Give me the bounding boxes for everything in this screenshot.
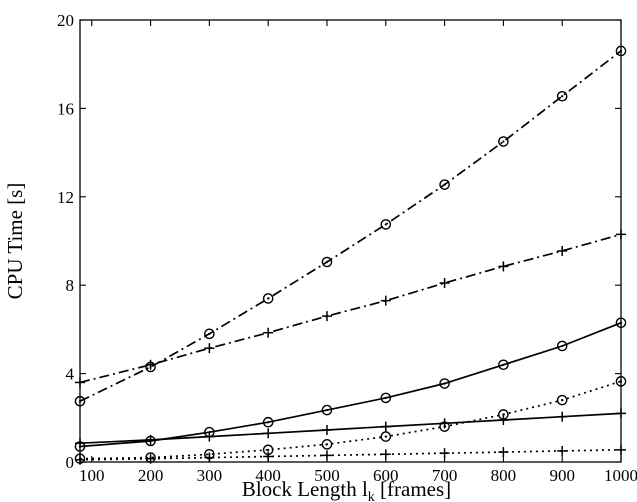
series-line: [79, 322, 622, 448]
data-point-plus: [557, 411, 568, 422]
series-dotted-circle: [74, 376, 627, 464]
data-point-plus: [439, 277, 450, 288]
series-line: [79, 380, 622, 460]
data-point-circle: [262, 416, 274, 428]
series-line: [79, 448, 622, 461]
data-point-plus: [204, 343, 215, 354]
x-axis-label-suffix: [frames]: [375, 477, 451, 501]
data-point-circle: [321, 256, 333, 268]
x-tick-label: 1000: [604, 466, 637, 485]
plot-frame: [79, 19, 622, 463]
x-tick-label: 400: [255, 466, 281, 485]
y-tick-label: 0: [66, 453, 75, 472]
series-layer: [74, 45, 627, 465]
series-solid-plus: [75, 408, 626, 449]
x-tick-label: 700: [432, 466, 458, 485]
series-line: [79, 412, 622, 445]
data-point-circle: [262, 293, 274, 304]
x-axis-label: Block Length lk [frames]: [242, 477, 451, 502]
data-point-plus: [557, 245, 568, 256]
x-tick-label: 100: [79, 466, 105, 485]
x-tick-label: 500: [314, 466, 340, 485]
data-point-circle: [439, 179, 450, 190]
data-point-plus: [498, 261, 509, 272]
x-axis-label-subscript: k: [368, 490, 375, 502]
x-tick-label: 600: [373, 466, 399, 485]
data-point-circle: [498, 409, 509, 420]
series-line: [79, 233, 622, 384]
data-point-circle: [556, 394, 568, 406]
y-tick-label: 4: [66, 365, 75, 384]
data-point-plus: [204, 431, 215, 442]
y-tick-label: 20: [57, 11, 74, 30]
data-point-circle: [439, 378, 450, 389]
series-line: [79, 50, 622, 402]
y-tick-label: 12: [57, 188, 74, 207]
data-point-plus: [321, 311, 332, 322]
data-point-circle: [556, 90, 568, 102]
x-tick-label: 300: [197, 466, 223, 485]
data-point-plus: [498, 415, 509, 426]
y-tick-label: 8: [66, 276, 75, 295]
x-tick-label: 800: [491, 466, 517, 485]
x-axis-label-main: Block Length l: [242, 477, 368, 501]
data-point-plus: [321, 424, 332, 435]
data-point-plus: [380, 295, 391, 306]
x-tick-label: 900: [549, 466, 575, 485]
x-tick-label: 200: [138, 466, 164, 485]
data-point-circle: [498, 359, 509, 371]
data-point-circle: [204, 328, 215, 340]
data-point-circle: [498, 136, 509, 147]
data-point-plus: [145, 359, 156, 370]
ticks-layer: 100 200 300 400 500 600 700 800 900 1000 0 4 8 12 16 20: [57, 11, 637, 485]
series-solid-circle: [74, 317, 627, 452]
data-point-circle: [321, 404, 333, 416]
data-point-plus: [263, 428, 274, 439]
data-point-circle: [380, 431, 392, 442]
data-point-plus: [498, 447, 509, 458]
y-tick-label: 16: [57, 99, 74, 118]
data-point-plus: [263, 327, 274, 338]
data-point-plus: [145, 434, 156, 445]
data-point-plus: [557, 445, 568, 456]
data-point-circle: [556, 340, 568, 352]
data-point-circle: [321, 439, 333, 450]
series-dashdot-circle: [74, 45, 627, 407]
data-point-circle: [380, 219, 392, 230]
data-point-circle: [380, 392, 392, 404]
data-point-plus: [380, 421, 391, 432]
y-axis-label: CPU Time [s]: [3, 183, 27, 300]
data-point-circle: [439, 421, 450, 432]
